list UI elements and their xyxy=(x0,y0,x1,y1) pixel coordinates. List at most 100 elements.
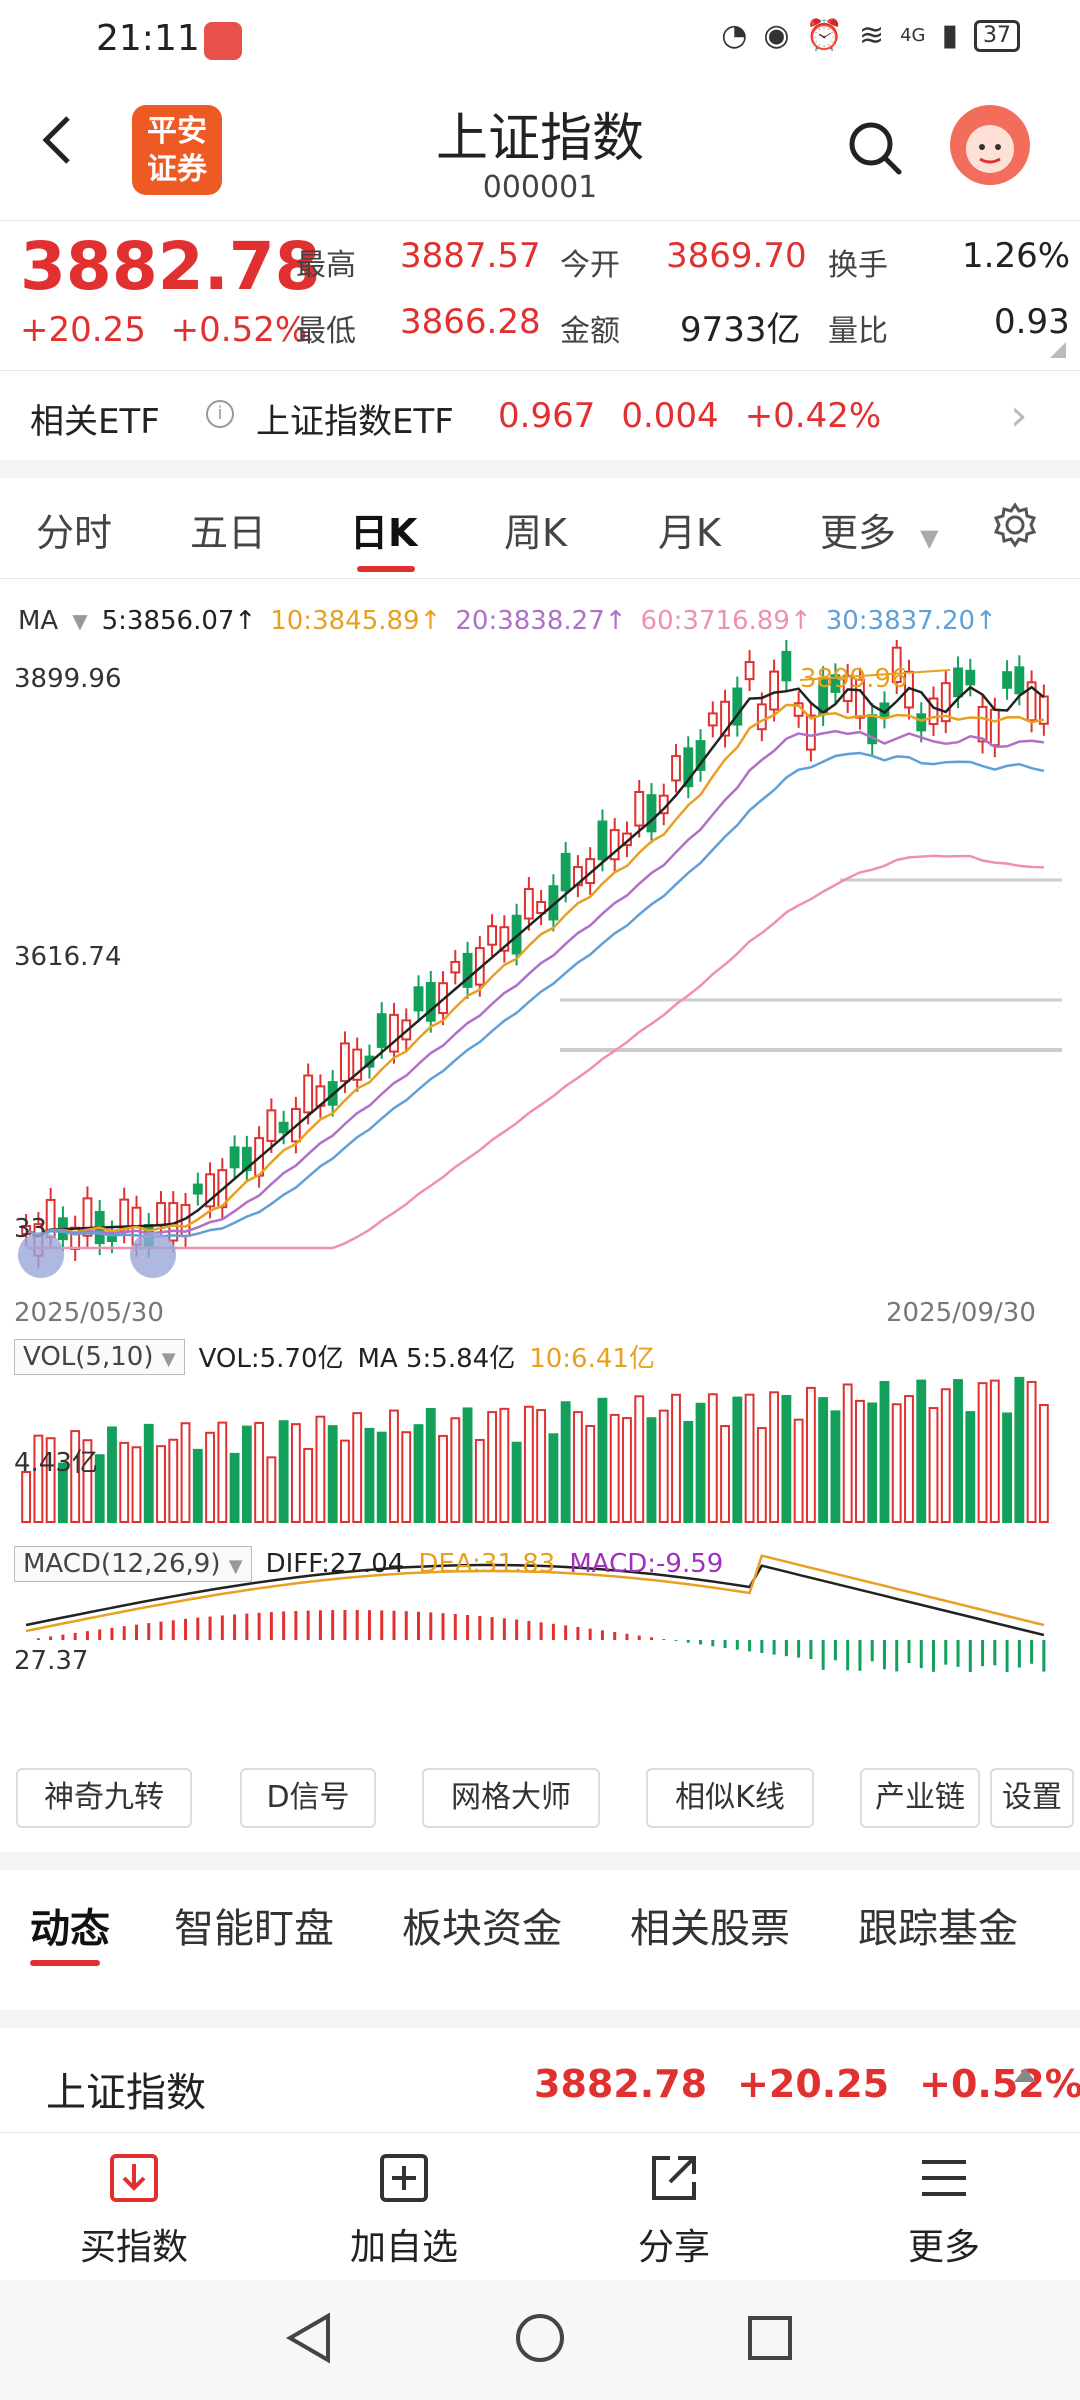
macd-tag-label: MACD(12,26,9) xyxy=(23,1549,221,1579)
candle xyxy=(695,740,706,771)
volume-bar xyxy=(511,1441,522,1524)
search-button[interactable] xyxy=(845,118,905,178)
peak-label: 3899.96 xyxy=(800,664,908,694)
volume-bar xyxy=(315,1415,326,1523)
nav-add-watchlist[interactable]: 加自选 xyxy=(314,2150,494,2270)
candle xyxy=(769,670,780,711)
volume-bar xyxy=(462,1407,473,1523)
kline-chart[interactable] xyxy=(0,640,1080,1740)
nav-add-watchlist-label: 加自选 xyxy=(349,2227,458,2268)
tab-more[interactable]: 更多 ▼ xyxy=(820,502,939,557)
system-recents-icon[interactable] xyxy=(740,2308,800,2368)
tool-grid-master[interactable]: 网格大师 xyxy=(422,1768,600,1828)
nav-buy-index[interactable]: 买指数 xyxy=(44,2150,224,2270)
chart-settings-button[interactable] xyxy=(990,500,1040,550)
candle xyxy=(940,682,951,723)
status-time: 21:11 xyxy=(96,18,200,59)
candle xyxy=(830,674,841,693)
volume-bar xyxy=(646,1417,657,1524)
tab-related-stocks[interactable]: 相关股票 xyxy=(630,1906,790,1952)
candle xyxy=(205,1173,215,1208)
ma-line xyxy=(25,729,1045,1237)
tab-five-day[interactable]: 五日 xyxy=(190,511,267,555)
tab-news[interactable]: 动态 xyxy=(30,1906,110,1952)
nav-share[interactable]: 分享 xyxy=(584,2150,764,2270)
tool-d-signal[interactable]: D信号 xyxy=(240,1768,376,1828)
candle xyxy=(192,1183,203,1195)
nav-more[interactable]: 更多 xyxy=(854,2150,1034,2270)
zoom-in-icon[interactable] xyxy=(130,1232,176,1278)
system-home-icon[interactable] xyxy=(510,2308,570,2368)
ma-label: MA xyxy=(18,606,59,636)
tab-daily-k[interactable]: 日K xyxy=(350,511,418,555)
ma-line xyxy=(26,854,1044,1250)
tool-nine-turn[interactable]: 神奇九转 xyxy=(16,1768,192,1828)
candle xyxy=(965,669,976,686)
avatar[interactable] xyxy=(950,105,1030,185)
candle xyxy=(499,926,510,952)
volume-bar xyxy=(205,1431,215,1523)
macd-legend[interactable]: MACD(12,26,9) ▼ DIFF:27.04 DEA:31.83 MAC… xyxy=(14,1546,723,1582)
low-value: 3866.28 xyxy=(400,302,541,342)
change-pct: +0.52% xyxy=(170,310,308,350)
active-tab-indicator xyxy=(357,566,415,572)
info-icon[interactable]: i xyxy=(206,400,234,428)
candle xyxy=(1026,681,1037,722)
volume-bar xyxy=(867,1402,878,1523)
macd-y-label: 27.37 xyxy=(14,1646,89,1676)
candle xyxy=(241,1146,252,1172)
candle xyxy=(82,1197,93,1237)
volume-bar xyxy=(523,1405,534,1523)
section-gap xyxy=(0,460,1080,478)
back-button[interactable] xyxy=(38,110,98,190)
candle xyxy=(1014,666,1025,695)
caret-up-icon[interactable] xyxy=(1014,2068,1036,2082)
corner-expand-icon[interactable] xyxy=(1050,342,1066,358)
volume-bar xyxy=(376,1431,387,1523)
ma-legend[interactable]: MA ▼ 5:3856.07↑ 10:3845.89↑ 20:3838.27↑ … xyxy=(18,606,997,636)
tool-similar-k[interactable]: 相似K线 xyxy=(646,1768,814,1828)
section-gap xyxy=(0,2010,1080,2028)
volume-bar xyxy=(977,1382,988,1524)
volume-bar xyxy=(830,1410,841,1523)
vol-indicator-tag[interactable]: VOL(5,10) ▼ xyxy=(14,1338,185,1375)
candle xyxy=(487,925,498,946)
tab-tracking-funds[interactable]: 跟踪基金 xyxy=(858,1906,1018,1952)
system-back-icon[interactable] xyxy=(280,2308,340,2368)
volume-bar xyxy=(683,1420,694,1524)
zoom-out-icon[interactable] xyxy=(18,1232,64,1278)
tab-intraday[interactable]: 分时 xyxy=(36,511,113,555)
macd-indicator-tag[interactable]: MACD(12,26,9) ▼ xyxy=(14,1546,252,1582)
tab-weekly-k[interactable]: 周K xyxy=(504,511,567,555)
nav-more-label: 更多 xyxy=(907,2227,980,2268)
tab-monthly-k[interactable]: 月K xyxy=(658,511,721,555)
tool-industry-chain[interactable]: 产业链 xyxy=(860,1768,980,1828)
candle xyxy=(646,794,657,833)
change-value: +20.25 xyxy=(20,310,146,350)
volume-bar xyxy=(560,1401,571,1524)
tool-settings[interactable]: 设置 xyxy=(990,1768,1074,1828)
chevron-right-icon[interactable]: › xyxy=(1010,390,1028,441)
volume-bar xyxy=(352,1412,363,1524)
candle xyxy=(352,1048,363,1081)
volume-bar xyxy=(192,1448,203,1523)
volume-bar xyxy=(548,1433,559,1523)
volume-bar xyxy=(217,1421,228,1524)
volume-bar xyxy=(585,1425,596,1523)
tab-smart-watch[interactable]: 智能盯盘 xyxy=(174,1906,334,1952)
eye-icon: ◉ xyxy=(763,18,790,53)
ma20-value: 20:3838.27↑ xyxy=(455,606,627,636)
candle xyxy=(977,705,988,743)
volume-bar xyxy=(1038,1404,1049,1523)
volume-bar xyxy=(658,1409,669,1524)
volume-legend[interactable]: VOL(5,10) ▼ VOL:5.70亿 MA 5:5.84亿 10:6.41… xyxy=(14,1338,655,1375)
volume-bar xyxy=(450,1417,461,1523)
volume-bar xyxy=(82,1439,93,1524)
nav-divider xyxy=(0,2132,1080,2133)
candle xyxy=(707,712,718,727)
candle xyxy=(156,1202,166,1226)
tab-sector-funds[interactable]: 板块资金 xyxy=(402,1906,562,1952)
candle xyxy=(560,852,571,892)
download-icon xyxy=(110,2154,158,2202)
summary-change: +20.25 xyxy=(737,2062,890,2106)
